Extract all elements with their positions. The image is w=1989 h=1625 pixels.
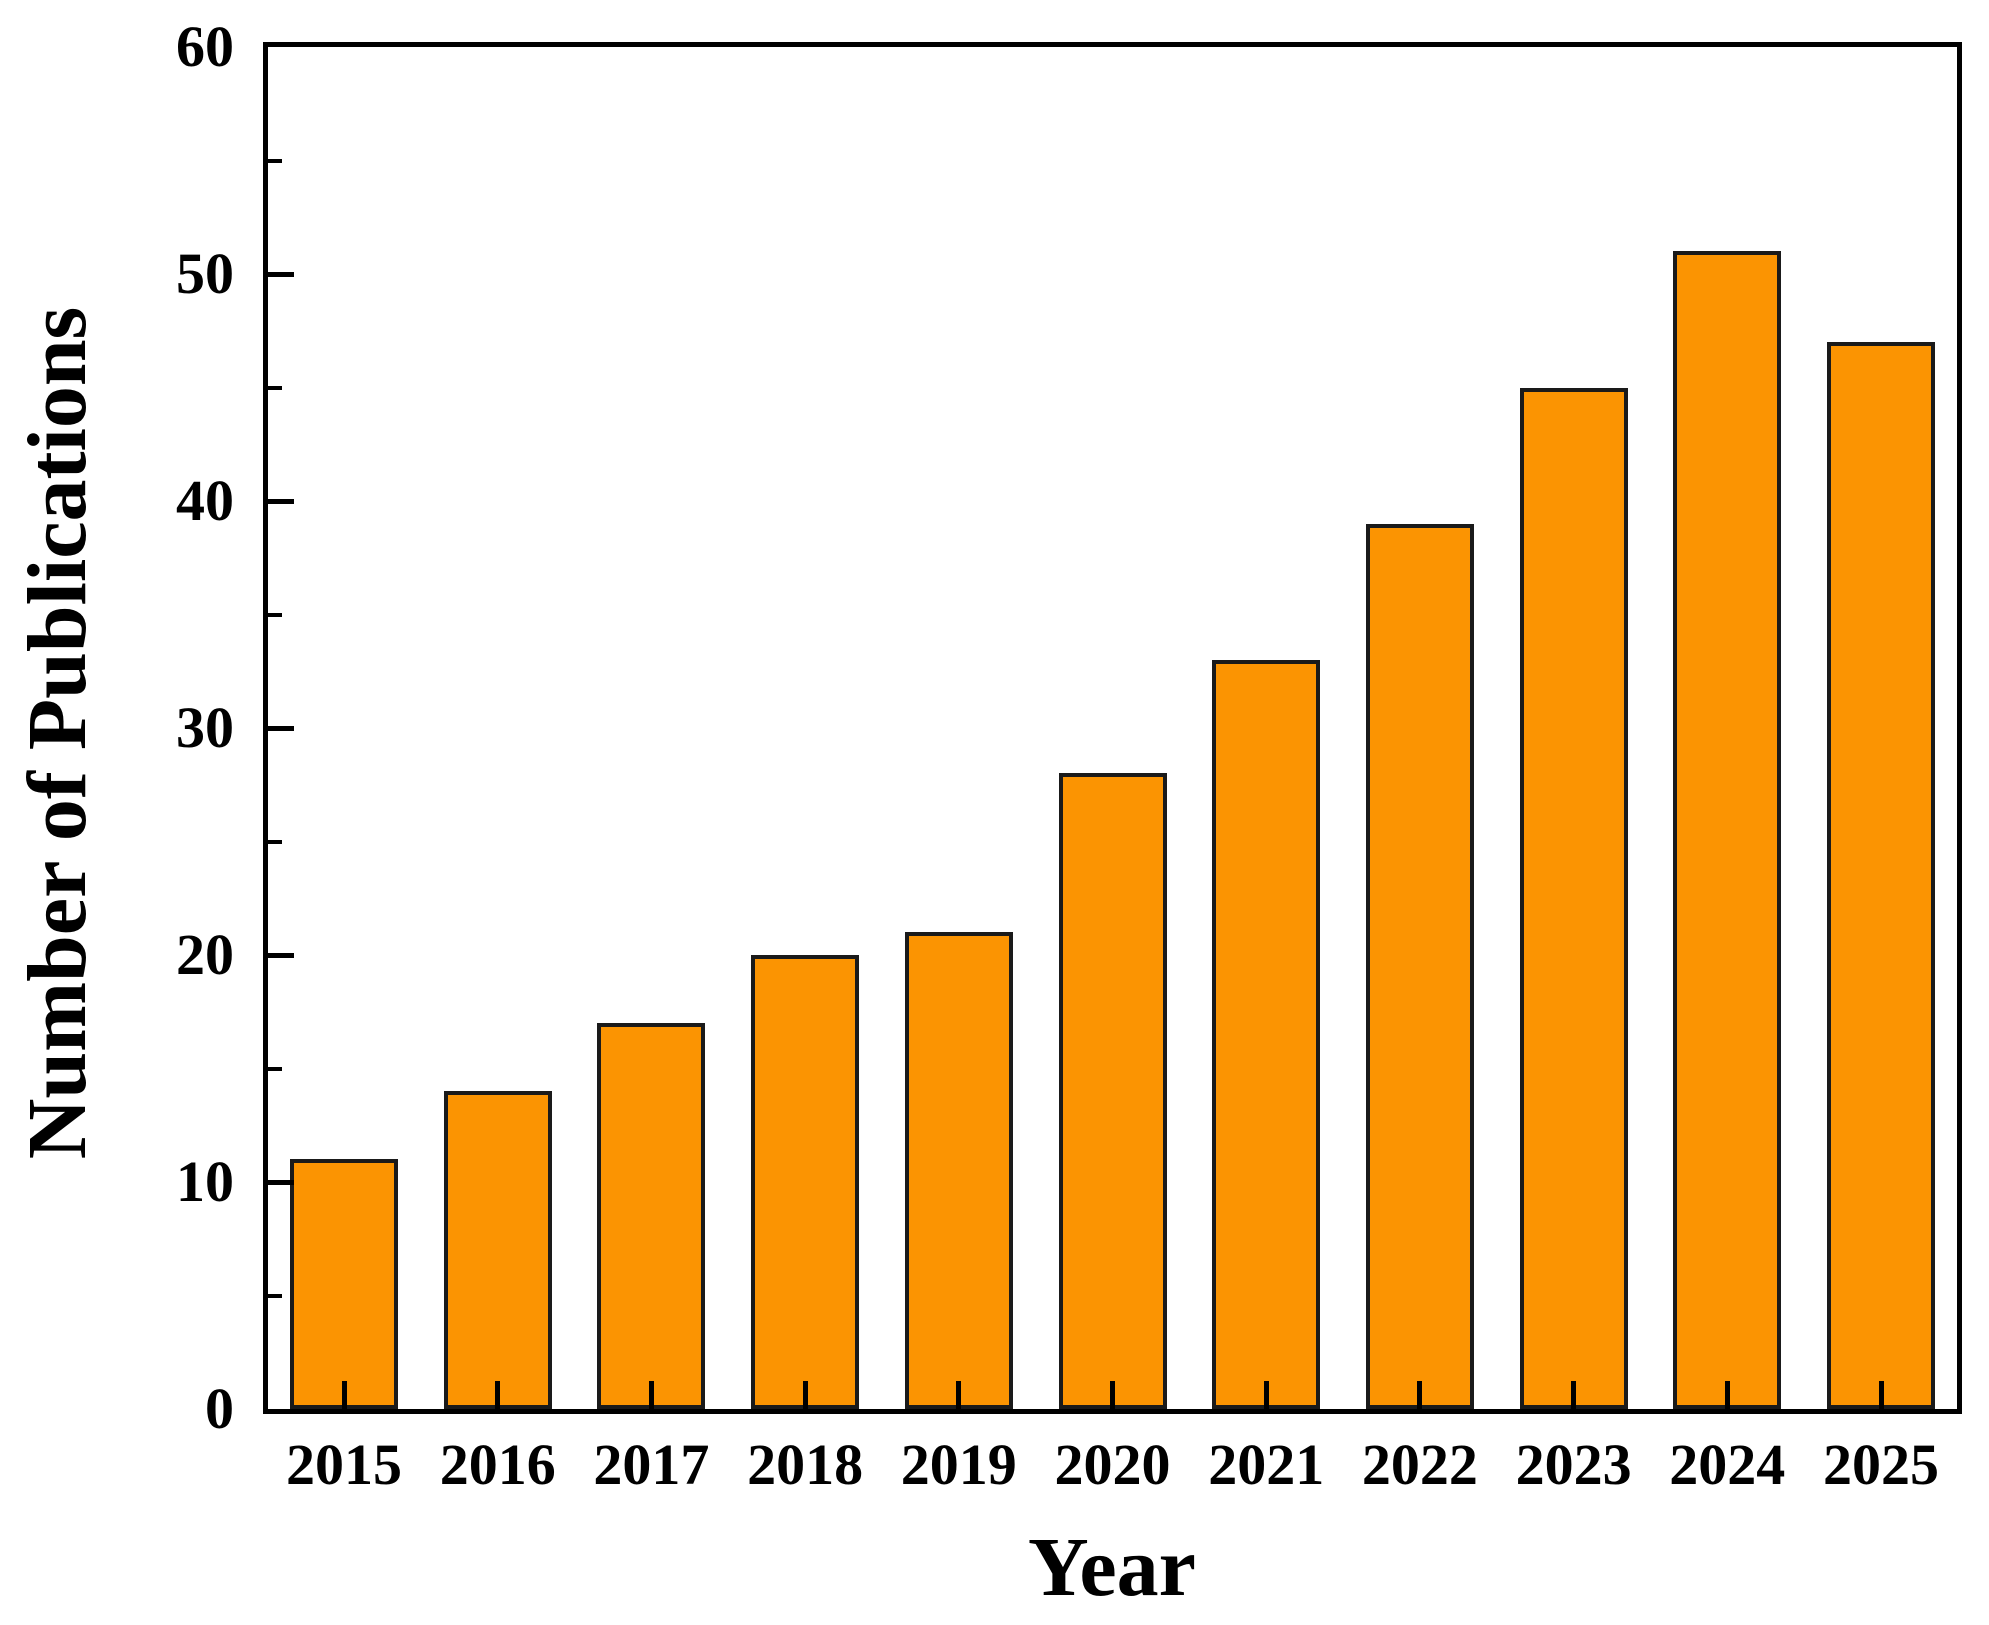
x-tick-label: 2018 (747, 1432, 864, 1497)
x-tick (1263, 1381, 1269, 1409)
bar-2016 (443, 1091, 552, 1409)
y-minor-tick (268, 612, 282, 617)
x-tick (648, 1381, 654, 1409)
x-tick (1110, 1381, 1115, 1409)
bar-2019 (904, 932, 1013, 1409)
y-tick-label: 30 (176, 695, 234, 760)
x-tick-label: 2023 (1515, 1432, 1632, 1497)
x-tick (1417, 1381, 1423, 1409)
y-major-tick (268, 1179, 294, 1185)
x-tick-label: 2020 (1054, 1432, 1171, 1497)
y-minor-tick (268, 1066, 282, 1071)
x-tick (495, 1381, 501, 1409)
bar-2017 (597, 1023, 706, 1409)
bar-2021 (1212, 659, 1321, 1409)
y-tick-label: 60 (176, 14, 234, 79)
y-tick-label: 0 (205, 1376, 234, 1441)
x-tick-label: 2022 (1361, 1432, 1478, 1497)
x-tick (1571, 1381, 1577, 1409)
y-minor-tick (268, 839, 282, 844)
x-tick (1878, 1381, 1884, 1409)
bar-2022 (1365, 523, 1474, 1409)
y-tick-label: 50 (176, 241, 234, 306)
y-tick-label: 10 (176, 1149, 234, 1214)
x-tick-label: 2016 (439, 1432, 556, 1497)
bar-2020 (1058, 773, 1167, 1409)
x-tick-label: 2024 (1669, 1432, 1786, 1497)
y-minor-tick (268, 385, 282, 390)
x-tick-label: 2021 (1208, 1432, 1325, 1497)
x-tick (956, 1381, 962, 1409)
bar-2023 (1519, 387, 1628, 1409)
bar-2024 (1673, 251, 1782, 1409)
x-tick-label: 2025 (1823, 1432, 1939, 1497)
x-tick-label: 2015 (286, 1432, 402, 1497)
bar-2015 (290, 1159, 398, 1409)
y-major-tick (268, 498, 294, 504)
bar-2018 (751, 955, 860, 1409)
plot-inner (268, 47, 1957, 1409)
x-tick (802, 1381, 808, 1409)
y-major-tick (268, 725, 294, 731)
plot-area (263, 42, 1962, 1414)
x-tick (341, 1381, 347, 1409)
x-tick (1724, 1381, 1730, 1409)
y-major-tick (268, 271, 294, 277)
y-tick-label: 20 (176, 922, 234, 987)
x-tick-label: 2017 (593, 1432, 710, 1497)
y-major-tick (268, 952, 294, 958)
y-tick-label: 40 (176, 468, 234, 533)
bar-2025 (1827, 342, 1935, 1409)
y-minor-tick (268, 158, 282, 163)
x-axis-title: Year (1028, 1521, 1196, 1614)
y-minor-tick (268, 1293, 282, 1298)
x-tick-label: 2019 (900, 1432, 1017, 1497)
